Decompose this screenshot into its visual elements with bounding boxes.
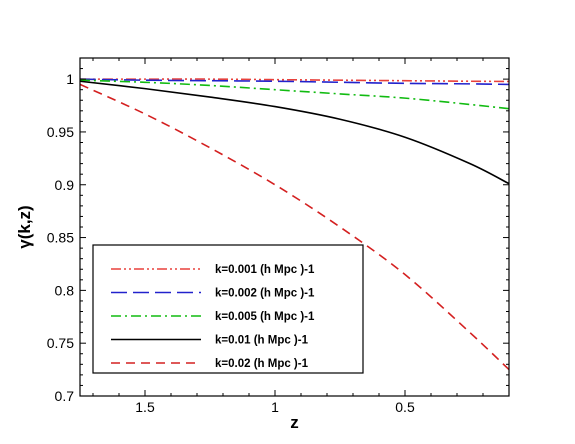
series-line-1	[80, 78, 509, 83]
ticks-layer: 1.5 1 0.5 0.7 0.75 0.8 0.85 0.9 0.95 1	[47, 57, 510, 415]
y-tick-label: 0.85	[47, 230, 74, 246]
legend-label-5: k=0.02 (h Mpc )-1	[215, 358, 309, 370]
legend-label-1: k=0.001 (h Mpc )-1	[215, 264, 315, 276]
series-line-2	[80, 78, 509, 86]
x-tick-label: 0.5	[395, 399, 415, 415]
x-axis-title: z	[290, 413, 299, 432]
y-tick-label: 0.95	[47, 124, 74, 140]
legend-label-2: k=0.002 (h Mpc )-1	[215, 288, 315, 300]
y-tick-label: 1	[66, 71, 74, 87]
y-tick-label: 0.8	[55, 282, 75, 298]
y-tick-label: 0.7	[55, 388, 75, 404]
legend: k=0.001 (h Mpc )-1 k=0.002 (h Mpc )-1 k=0.…	[92, 244, 364, 374]
legend-label-3: k=0.005 (h Mpc )-1	[215, 311, 315, 323]
x-tick-label: 1	[271, 399, 279, 415]
series-layer	[80, 78, 509, 371]
x-tick-label: 1.5	[135, 399, 155, 415]
y-tick-label: 0.75	[47, 335, 74, 351]
y-tick-label: 0.9	[55, 177, 75, 193]
legend-label-4: k=0.01 (h Mpc )-1	[215, 335, 309, 347]
legend-box	[92, 244, 364, 374]
series-line-3	[80, 79, 509, 110]
series-line-5	[80, 83, 509, 371]
series-line-4	[80, 80, 509, 185]
y-axis-title: γ(k,z)	[15, 205, 34, 248]
